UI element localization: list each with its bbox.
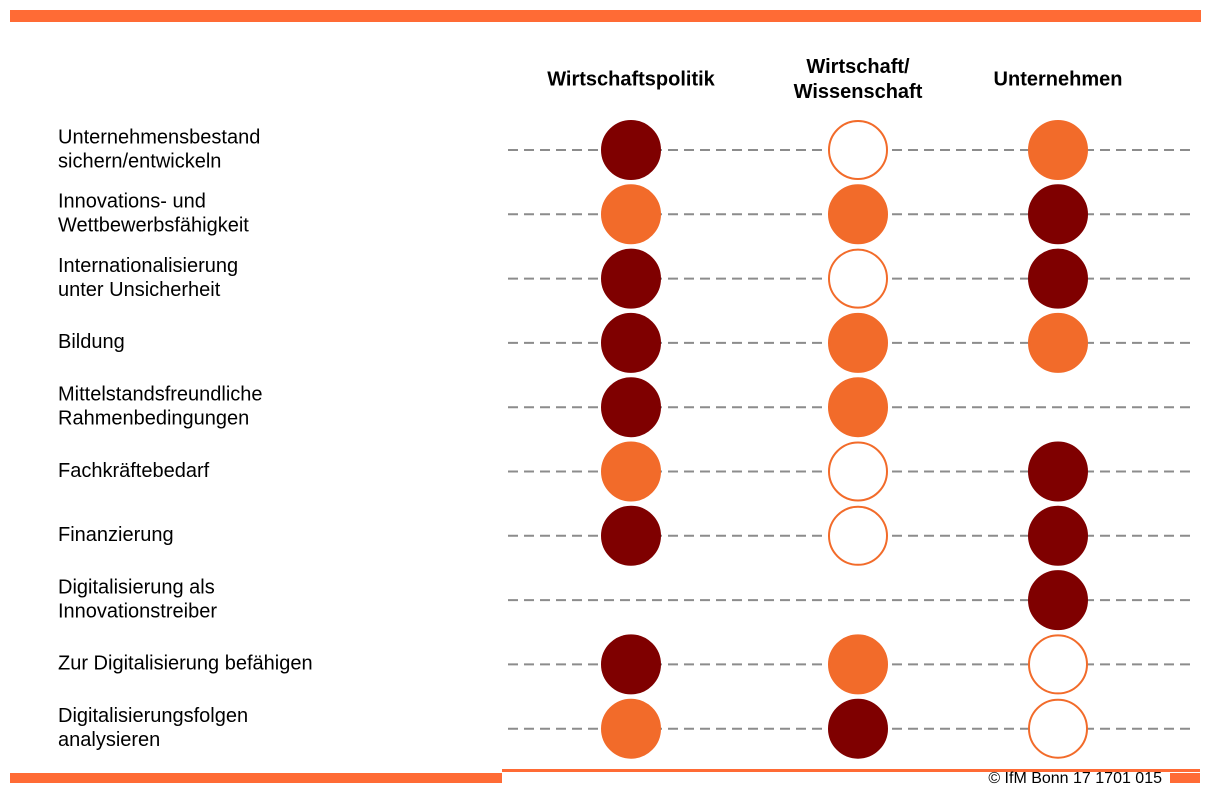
column-header: Unternehmen (994, 68, 1123, 90)
column-header: Wissenschaft (794, 81, 923, 103)
rating-circle (601, 634, 661, 695)
rating-circle (828, 248, 888, 309)
column-header: Wirtschaftspolitik (547, 68, 715, 90)
rating-circle (1028, 698, 1088, 759)
bottom-line (502, 769, 1200, 772)
rating-circle (828, 698, 888, 759)
row-label: sichern/entwickeln (58, 150, 221, 172)
row-label: Finanzierung (58, 524, 174, 546)
rating-circle (1028, 248, 1088, 309)
row-label: Unternehmensbestand (58, 126, 260, 148)
rating-circle (1028, 184, 1088, 245)
row-label: Mittelstandsfreundliche (58, 383, 263, 405)
footer-text: © IfM Bonn 17 1701 015 (988, 770, 1162, 787)
row-label: Digitalisierung als (58, 576, 215, 598)
rating-circle (828, 634, 888, 695)
row-label: analysieren (58, 729, 160, 751)
rating-circle (828, 184, 888, 245)
rating-circle (1028, 634, 1088, 695)
row-label: Digitalisierungsfolgen (58, 705, 248, 727)
rating-circle (828, 441, 888, 502)
rating-circle (601, 120, 661, 180)
row-label: Innovationstreiber (58, 600, 217, 622)
column-header: Wirtschaft/ (806, 56, 910, 78)
rating-circle (1028, 570, 1088, 631)
rating-circle (601, 312, 661, 373)
rating-circle (601, 698, 661, 759)
row-label: Wettbewerbsfähigkeit (58, 215, 249, 237)
row-label: Fachkräftebedarf (58, 460, 210, 482)
rating-circle (1028, 120, 1088, 180)
row-label: Innovations- und (58, 191, 206, 213)
rating-circle (1028, 505, 1088, 566)
top-bar (10, 10, 1201, 22)
rating-circle (601, 248, 661, 309)
row-label: Zur Digitalisierung befähigen (58, 653, 313, 675)
row-label: unter Unsicherheit (58, 279, 221, 301)
row-label: Internationalisierung (58, 255, 238, 277)
rating-circle (601, 377, 661, 438)
rating-circle (828, 377, 888, 438)
row-label: Bildung (58, 331, 125, 353)
rating-circle (828, 312, 888, 373)
bottom-block (1170, 773, 1200, 783)
rating-circle (601, 184, 661, 245)
row-label: Rahmenbedingungen (58, 407, 249, 429)
bottom-bar (10, 773, 502, 783)
rating-circle (1028, 441, 1088, 502)
rating-circle (601, 505, 661, 566)
rating-circle (828, 505, 888, 566)
rating-circle (828, 120, 888, 180)
rating-circle (1028, 312, 1088, 373)
rating-circle (601, 441, 661, 502)
